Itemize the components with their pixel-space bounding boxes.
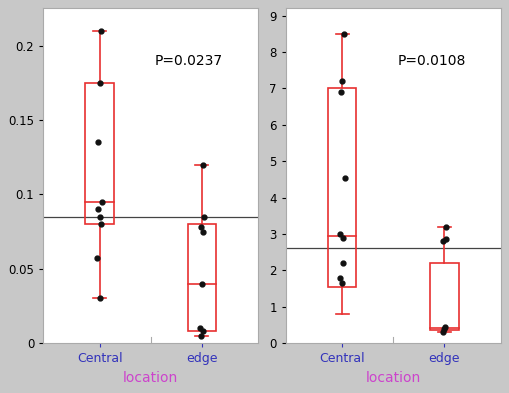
X-axis label: location: location — [365, 371, 421, 385]
Bar — [430, 263, 459, 331]
X-axis label: location: location — [123, 371, 178, 385]
Bar — [328, 88, 356, 286]
Bar — [86, 83, 114, 224]
Bar — [188, 224, 216, 331]
Text: P=0.0108: P=0.0108 — [398, 54, 466, 68]
Text: P=0.0237: P=0.0237 — [155, 54, 223, 68]
